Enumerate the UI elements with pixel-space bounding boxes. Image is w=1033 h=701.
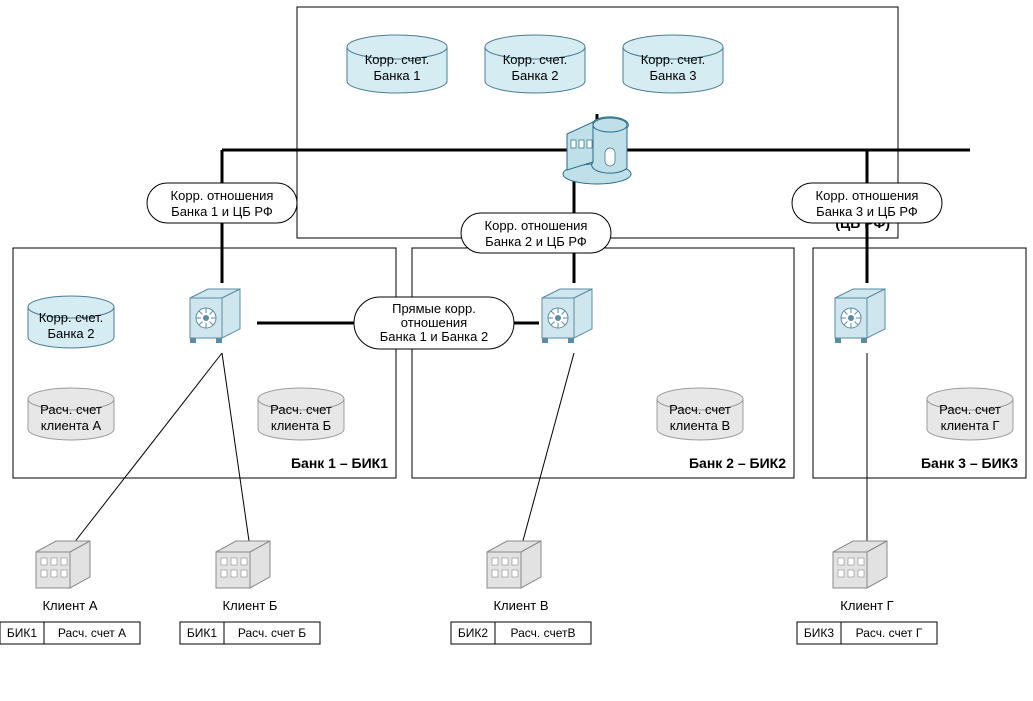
- edges-thin: [70, 353, 867, 548]
- svg-text:Банка 3: Банка 3: [650, 68, 697, 83]
- svg-text:Корр. отношения: Корр. отношения: [816, 188, 919, 203]
- svg-text:Банк 1 – БИК1: Банк 1 – БИК1: [291, 455, 388, 471]
- cylinder-corr_b2_in_b1: Корр. счет.Банка 2: [28, 296, 114, 348]
- svg-text:отношения: отношения: [401, 315, 467, 330]
- svg-text:Клиент Г: Клиент Г: [840, 598, 893, 613]
- cylinder-corr2: Корр. счет.Банка 2: [485, 35, 585, 93]
- svg-text:Корр. отношения: Корр. отношения: [485, 218, 588, 233]
- svg-text:БИК1: БИК1: [7, 626, 37, 640]
- svg-text:клиента Г: клиента Г: [941, 418, 1000, 433]
- svg-text:БИК1: БИК1: [187, 626, 217, 640]
- cylinder-acct_v: Расч. счетклиента В: [657, 388, 743, 440]
- diagram-canvas: Банк России(ЦБ РФ)Банк 1 – БИК1Банк 2 – …: [0, 0, 1033, 701]
- bank2_node-icon: [542, 289, 592, 343]
- svg-text:Расч. счет: Расч. счет: [270, 402, 332, 417]
- svg-text:Банка 1: Банка 1: [374, 68, 421, 83]
- svg-text:Банка 2 и ЦБ РФ: Банка 2 и ЦБ РФ: [485, 234, 587, 249]
- cylinder-acct_a: Расч. счетклиента А: [28, 388, 114, 440]
- bank1_node-icon: [190, 289, 240, 343]
- cylinder-corr1: Корр. счет.Банка 1: [347, 35, 447, 93]
- clientB: Клиент Б БИК1 Расч. счет Б: [180, 541, 320, 644]
- svg-text:Банка 3 и ЦБ РФ: Банка 3 и ЦБ РФ: [816, 204, 918, 219]
- svg-text:Прямые корр.: Прямые корр.: [392, 301, 476, 316]
- cylinder-acct_b: Расч. счетклиента Б: [258, 388, 344, 440]
- svg-text:Банк 3 – БИК3: Банк 3 – БИК3: [921, 455, 1018, 471]
- svg-text:клиента А: клиента А: [41, 418, 102, 433]
- svg-text:Расч. счет А: Расч. счет А: [58, 626, 126, 640]
- svg-text:Банка 1 и ЦБ РФ: Банка 1 и ЦБ РФ: [171, 204, 273, 219]
- pill-rel1: Корр. отношенияБанка 1 и ЦБ РФ: [147, 183, 297, 223]
- svg-text:Расч. счет Г: Расч. счет Г: [856, 626, 923, 640]
- cylinder-corr3: Корр. счет.Банка 3: [623, 35, 723, 93]
- svg-text:Корр. отношения: Корр. отношения: [171, 188, 274, 203]
- svg-text:Клиент Б: Клиент Б: [223, 598, 278, 613]
- svg-text:Корр. счет.: Корр. счет.: [39, 310, 104, 325]
- clientG: Клиент Г БИК3 Расч. счет Г: [797, 541, 937, 644]
- pill-rel3: Корр. отношенияБанка 3 и ЦБ РФ: [792, 183, 942, 223]
- cylinder-acct_g: Расч. счетклиента Г: [927, 388, 1013, 440]
- svg-text:клиента В: клиента В: [670, 418, 730, 433]
- clientV: Клиент В БИК2 Расч. счетВ: [451, 541, 591, 644]
- svg-text:Расч. счет: Расч. счет: [40, 402, 102, 417]
- svg-text:Банка 1 и Банка 2: Банка 1 и Банка 2: [380, 329, 488, 344]
- container-bank2: Банк 2 – БИК2: [412, 248, 794, 478]
- svg-text:Расч. счет: Расч. счет: [669, 402, 731, 417]
- svg-text:клиента Б: клиента Б: [271, 418, 331, 433]
- svg-text:Корр. счет.: Корр. счет.: [641, 52, 706, 67]
- svg-text:Корр. счет.: Корр. счет.: [365, 52, 430, 67]
- central-bank-icon: [563, 117, 631, 184]
- container-bank1: Банк 1 – БИК1: [13, 248, 396, 478]
- bank3_node-icon: [835, 289, 885, 343]
- pill-rel12: Прямые корр.отношенияБанка 1 и Банка 2: [354, 297, 514, 349]
- svg-text:Расч. счет Б: Расч. счет Б: [238, 626, 306, 640]
- clientA: Клиент А БИК1 Расч. счет А: [0, 541, 140, 644]
- pill-rel2: Корр. отношенияБанка 2 и ЦБ РФ: [461, 213, 611, 253]
- svg-text:БИК3: БИК3: [804, 626, 834, 640]
- svg-text:Банк 2 – БИК2: Банк 2 – БИК2: [689, 455, 786, 471]
- svg-text:Расч. счет: Расч. счет: [939, 402, 1001, 417]
- svg-text:Банка 2: Банка 2: [48, 326, 95, 341]
- container-bank3: Банк 3 – БИК3: [813, 248, 1026, 478]
- svg-text:Банка 2: Банка 2: [512, 68, 559, 83]
- svg-text:БИК2: БИК2: [458, 626, 488, 640]
- svg-text:Расч. счетВ: Расч. счетВ: [511, 626, 576, 640]
- svg-text:Клиент В: Клиент В: [493, 598, 548, 613]
- svg-text:Корр. счет.: Корр. счет.: [503, 52, 568, 67]
- svg-text:Клиент А: Клиент А: [42, 598, 97, 613]
